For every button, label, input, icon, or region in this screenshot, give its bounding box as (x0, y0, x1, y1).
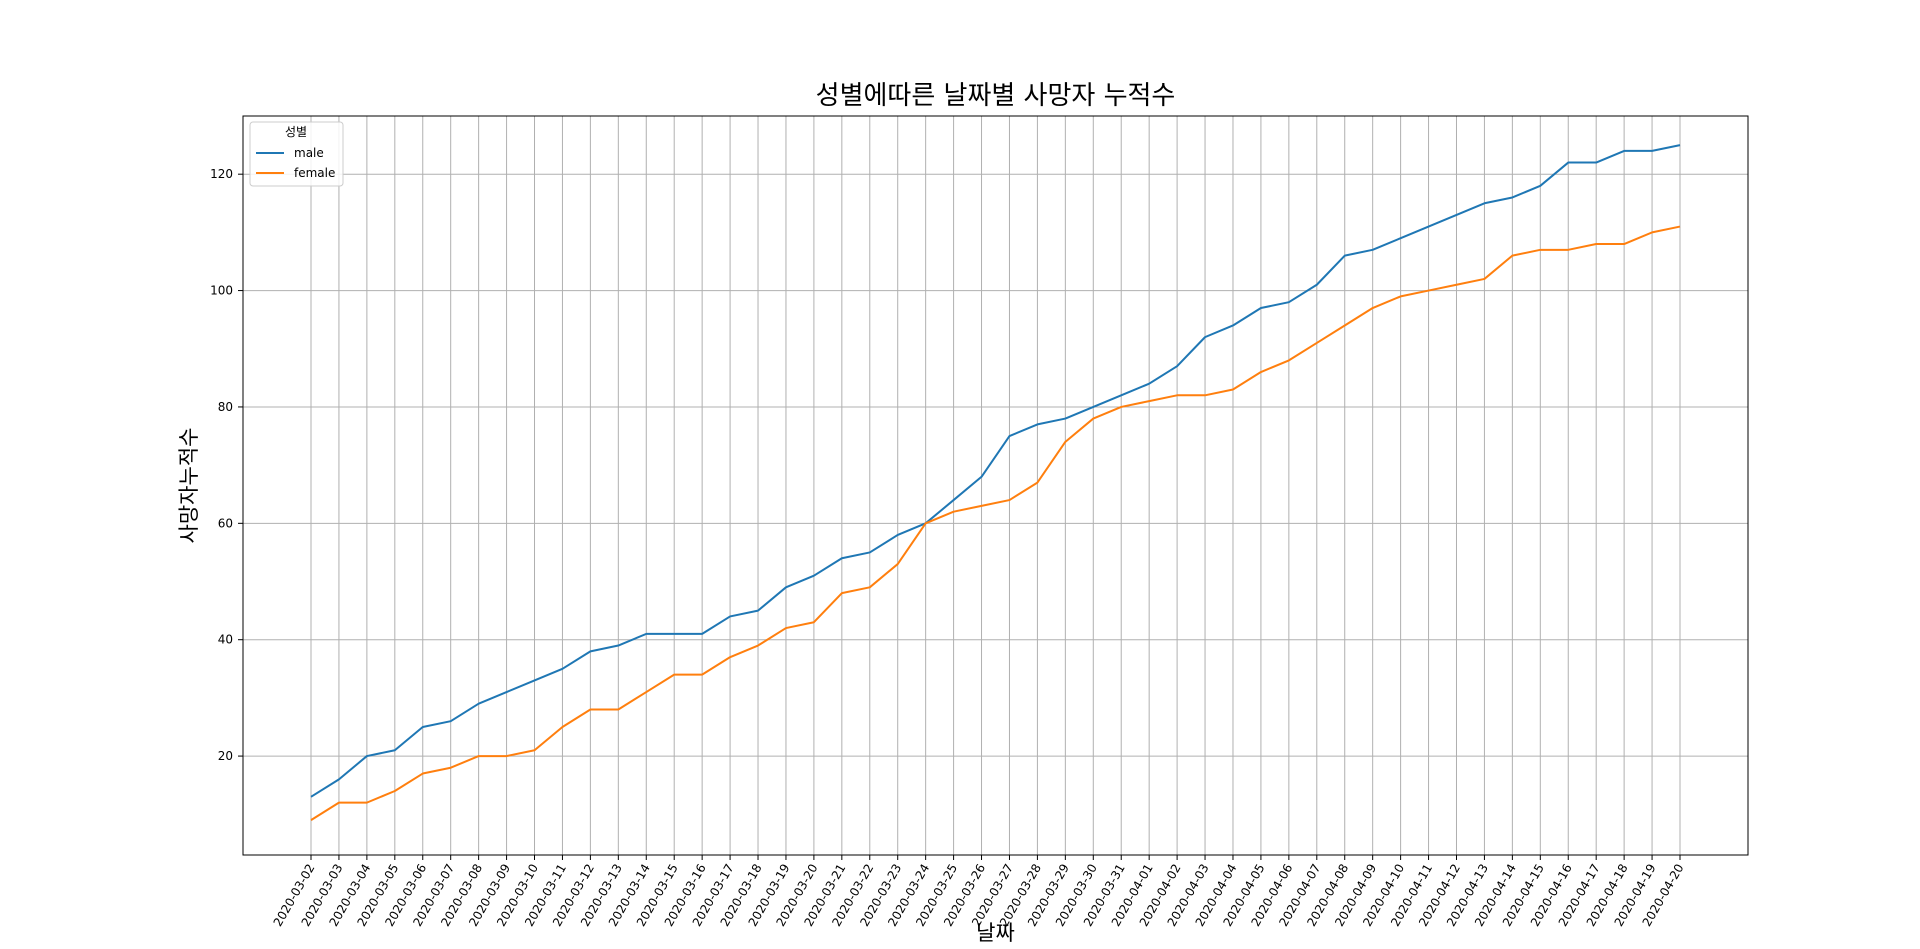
series-line-male (310, 144, 1681, 798)
legend-title: 성별 (285, 125, 307, 139)
y-tick-label: 100 (210, 284, 233, 298)
chart-title: 성별에따른 날짜별 사망자 누적수 (816, 81, 1176, 111)
y-tick-label: 120 (210, 167, 233, 181)
plot-frame (242, 115, 1749, 856)
legend: 성별 male female (249, 121, 344, 187)
x-axis: 2020-03-022020-03-032020-03-042020-03-05… (271, 855, 1687, 929)
y-tick-label: 40 (218, 633, 233, 647)
y-tick-label: 80 (218, 400, 233, 414)
y-tick-label: 60 (218, 516, 233, 530)
y-tick-label: 20 (218, 749, 233, 763)
y-axis: 20 40 60 80 100 120 (210, 167, 243, 763)
series-lines (310, 144, 1681, 821)
grid (243, 116, 1748, 855)
x-axis-label: 날짜 (976, 921, 1015, 945)
y-axis-label: 사망자누적수 (177, 428, 201, 544)
legend-label-female: female (294, 166, 335, 180)
legend-label-male: male (294, 146, 324, 160)
legend-box (249, 121, 344, 187)
series-line-female (310, 225, 1681, 821)
